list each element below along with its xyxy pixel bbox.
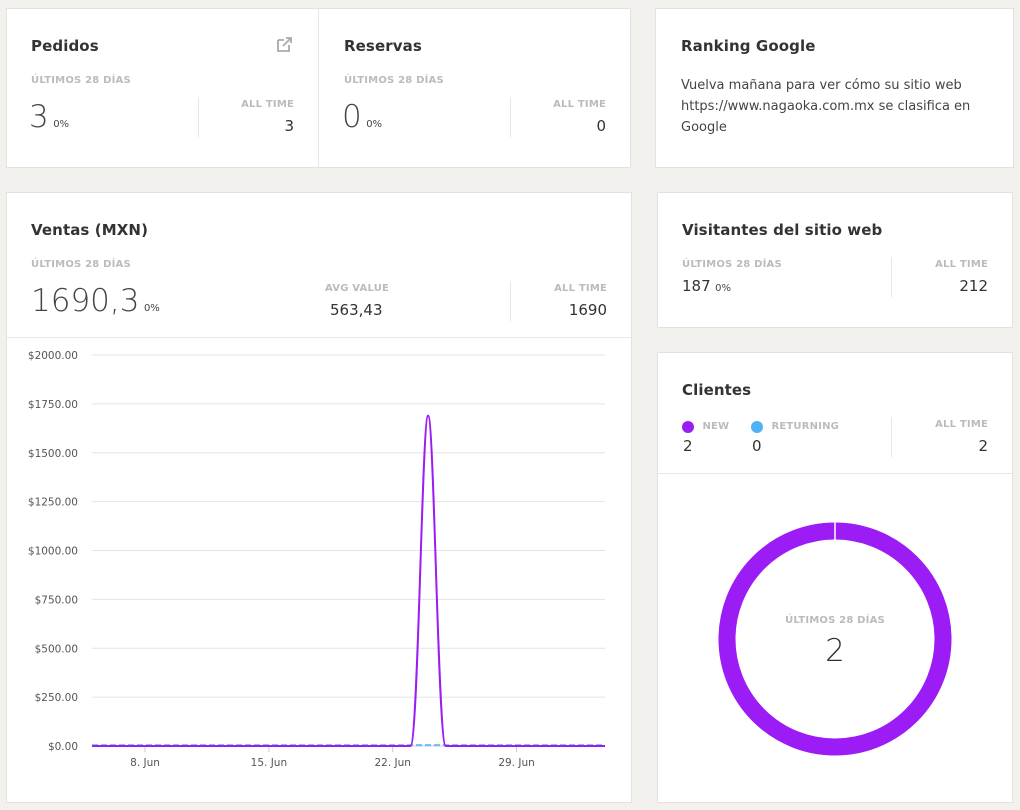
x-tick-label: 15. Jun <box>251 757 287 769</box>
visitantes-alltime-label: ALL TIME <box>935 259 988 270</box>
pedidos-value: 3 <box>29 99 49 135</box>
new-dot-icon <box>682 420 694 433</box>
orders-bookings-card: Pedidos ÚLTIMOS 28 DÍAS 3 0% ALL TIME 3 … <box>6 8 631 168</box>
donut-center-value: 2 <box>825 633 845 669</box>
ventas-header-divider <box>7 337 631 338</box>
visitors-card: Visitantes del sitio web ÚLTIMOS 28 DÍAS… <box>657 192 1013 328</box>
donut-center-label: ÚLTIMOS 28 DÍAS <box>785 615 885 626</box>
reservas-value: 0 <box>342 99 362 135</box>
y-tick-label: $1000.00 <box>28 546 78 558</box>
legend-returning[interactable]: RETURNING <box>751 418 839 436</box>
legend-new[interactable]: NEW <box>682 418 729 436</box>
ventas-avg-label: AVG VALUE <box>325 283 390 294</box>
ventas-alltime-value: 1690 <box>568 301 607 319</box>
pedidos-divider <box>198 97 199 137</box>
series-new-line <box>92 414 605 747</box>
y-tick-label: $1500.00 <box>28 448 78 460</box>
y-tick-label: $500.00 <box>35 643 78 655</box>
x-tick-label: 8. Jun <box>130 757 160 769</box>
ventas-alltime-label: ALL TIME <box>554 283 607 294</box>
clientes-alltime-label: ALL TIME <box>935 419 988 430</box>
visitantes-alltime-value: 212 <box>959 277 988 295</box>
ventas-period-label: ÚLTIMOS 28 DÍAS <box>31 259 131 270</box>
y-tick-label: $750.00 <box>35 594 78 606</box>
ventas-divider <box>510 281 511 321</box>
reservas-value-group: 0 0% <box>342 99 382 135</box>
visitantes-value-group: 187 0% <box>682 277 731 296</box>
returning-dot-icon <box>751 420 763 433</box>
ventas-value: 1690,3 <box>31 283 140 319</box>
ranking-title: Ranking Google <box>681 37 816 55</box>
legend-returning-label: RETURNING <box>771 421 840 433</box>
pedidos-alltime-value: 3 <box>284 117 294 135</box>
clientes-divider <box>891 417 892 457</box>
pedidos-title: Pedidos <box>31 37 99 55</box>
ventas-value-group: 1690,3 0% <box>31 283 160 319</box>
visitantes-value: 187 <box>682 277 711 295</box>
y-tick-label: $2000.00 <box>28 350 78 362</box>
reservas-period-label: ÚLTIMOS 28 DÍAS <box>344 75 444 86</box>
clientes-returning-value: 0 <box>752 437 762 455</box>
reservas-alltime-label: ALL TIME <box>553 99 606 110</box>
y-tick-label: $1750.00 <box>28 399 78 411</box>
ventas-change: 0% <box>143 303 160 314</box>
y-tick-label: $1250.00 <box>28 497 78 509</box>
sales-chart: $0.00 $250.00 $500.00 $750.00 $1000.00 $1250.… <box>28 350 605 769</box>
visitantes-divider <box>891 257 892 297</box>
pedidos-alltime-label: ALL TIME <box>241 99 294 110</box>
customers-donut-chart <box>718 522 952 756</box>
reservas-alltime-value: 0 <box>596 117 606 135</box>
reservas-divider <box>510 97 511 137</box>
reservas-title: Reservas <box>344 37 422 55</box>
ranking-text: Vuelva mañana para ver cómo su sitio web… <box>681 78 971 135</box>
card-split-divider <box>318 9 319 167</box>
visitantes-change: 0% <box>715 283 731 294</box>
visitantes-title: Visitantes del sitio web <box>682 221 883 239</box>
ranking-google-card: Ranking Google Vuelva mañana para ver có… <box>655 8 1014 168</box>
external-link-icon[interactable] <box>275 36 293 54</box>
clientes-new-value: 2 <box>683 437 693 455</box>
customers-card: Clientes NEW 2 RETURNING 0 ALL TIME 2 ÚL… <box>657 352 1013 803</box>
pedidos-period-label: ÚLTIMOS 28 DÍAS <box>31 75 131 86</box>
ventas-title: Ventas (MXN) <box>31 221 149 239</box>
visitantes-period-label: ÚLTIMOS 28 DÍAS <box>682 259 782 270</box>
clientes-header-divider <box>658 473 1012 474</box>
pedidos-value-group: 3 0% <box>29 99 69 135</box>
reservas-change: 0% <box>366 119 383 130</box>
legend-new-label: NEW <box>702 421 730 433</box>
y-tick-label: $0.00 <box>48 741 78 753</box>
sales-card: Ventas (MXN) ÚLTIMOS 28 DÍAS 1690,3 0% A… <box>6 192 632 803</box>
clientes-alltime-value: 2 <box>978 437 988 455</box>
y-tick-label: $250.00 <box>35 692 78 704</box>
x-tick-label: 29. Jun <box>498 757 534 769</box>
pedidos-change: 0% <box>53 119 70 130</box>
ventas-avg-value: 563,43 <box>330 301 383 319</box>
clientes-title: Clientes <box>682 381 752 399</box>
x-tick-label: 22. Jun <box>374 757 410 769</box>
